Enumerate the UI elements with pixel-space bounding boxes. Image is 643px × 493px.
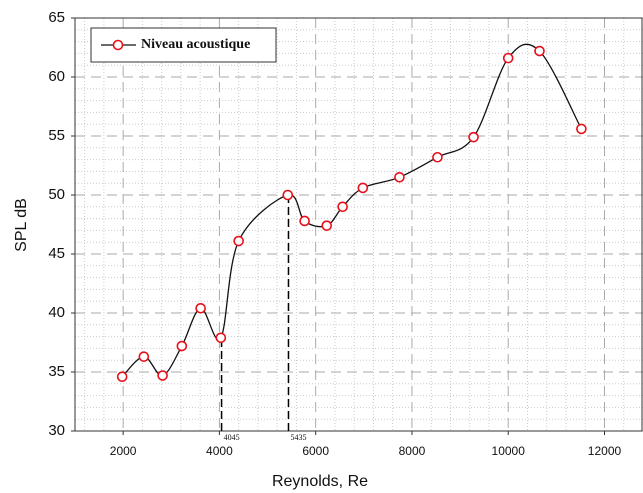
y-tick-label: 55 bbox=[48, 127, 65, 144]
marker-label: 5435 bbox=[290, 433, 306, 442]
legend-marker bbox=[112, 39, 124, 51]
data-point bbox=[502, 52, 514, 64]
data-point bbox=[116, 371, 128, 383]
x-tick-label: 6000 bbox=[302, 444, 329, 458]
legend-label: Niveau acoustique bbox=[141, 37, 250, 52]
marker-label: 4045 bbox=[224, 433, 240, 442]
y-tick-label: 65 bbox=[48, 9, 65, 26]
data-point bbox=[215, 332, 227, 344]
y-tick-label: 35 bbox=[48, 363, 65, 380]
data-point bbox=[534, 45, 545, 57]
y-tick-label: 60 bbox=[48, 68, 65, 85]
data-point bbox=[321, 220, 333, 231]
data-point bbox=[157, 370, 168, 381]
data-point bbox=[176, 340, 188, 352]
y-tick-label: 30 bbox=[48, 422, 65, 439]
y-tick-label: 40 bbox=[48, 304, 65, 321]
y-tick-label: 50 bbox=[48, 186, 65, 203]
data-point bbox=[576, 123, 587, 135]
data-point bbox=[233, 235, 244, 247]
y-tick-label: 45 bbox=[48, 245, 65, 262]
x-tick-label: 2000 bbox=[110, 444, 137, 458]
data-point bbox=[468, 131, 479, 143]
x-tick-label: 12000 bbox=[588, 444, 622, 458]
data-point bbox=[394, 172, 405, 183]
x-tick-label: 4000 bbox=[206, 444, 233, 458]
x-axis-label: Reynolds, Re bbox=[272, 473, 368, 490]
data-point bbox=[282, 189, 294, 201]
y-axis-label: SPL dB bbox=[13, 198, 30, 252]
series-line bbox=[121, 43, 582, 378]
data-point bbox=[299, 215, 310, 227]
x-tick-label: 10000 bbox=[492, 444, 526, 458]
x-tick-label: 8000 bbox=[399, 444, 426, 458]
data-point bbox=[138, 351, 150, 362]
data-point bbox=[195, 302, 206, 314]
data-point bbox=[337, 201, 348, 213]
data-point bbox=[357, 182, 369, 194]
plot-frame bbox=[74, 17, 643, 432]
data-point bbox=[432, 151, 443, 163]
